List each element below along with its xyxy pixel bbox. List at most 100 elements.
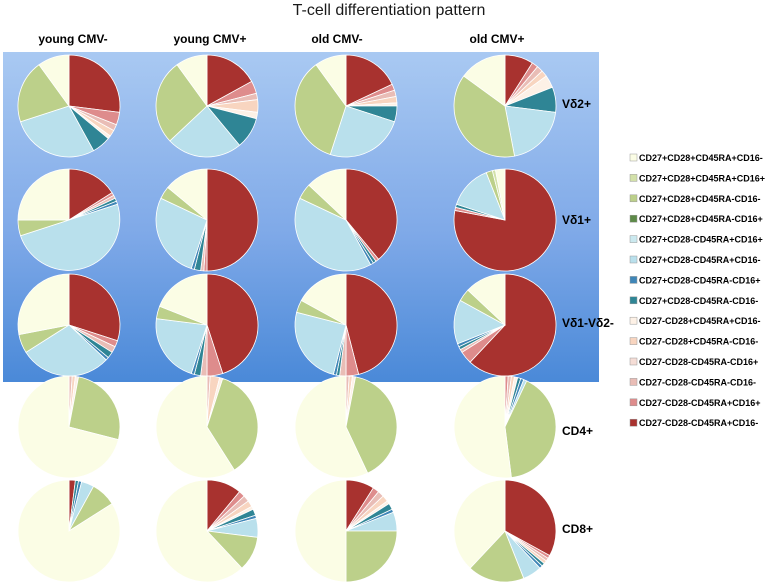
pie-slice-cd27-cd28-cd45ra-poscd16 bbox=[206, 168, 259, 272]
pie-slice-cd27-poscd28-poscd45ra-poscd16 bbox=[300, 273, 347, 326]
pie-slice-cd27-poscd28-poscd45ra-poscd16 bbox=[155, 479, 243, 583]
pie-vd1-vd2-old-cmv-pos bbox=[453, 273, 557, 377]
pie-vd1-vd2-young-cmv bbox=[17, 273, 121, 377]
legend-label: CD27-CD28-CD45RA+CD16+ bbox=[639, 398, 761, 408]
pie-vd1-pos-old-cmv-pos bbox=[453, 168, 557, 272]
pie-slice-cd27-poscd28-poscd45ra-cd16 bbox=[68, 376, 121, 441]
pie-cd8-pos-young-cmv-pos bbox=[155, 479, 259, 583]
pie-slice-cd27-poscd28-poscd45ra-poscd16 bbox=[463, 54, 506, 107]
pie-slice-cd27-cd28-cd45ra-poscd16 bbox=[206, 54, 253, 107]
pie-slice-cd27-poscd28-poscd45ra-cd16 bbox=[504, 380, 557, 479]
legend-label: CD27+CD28-CD45RA-CD16+ bbox=[639, 275, 761, 285]
chart-title: T-cell differentiation pattern bbox=[293, 2, 486, 19]
legend-label: CD27-CD28-CD45RA-CD16- bbox=[639, 377, 756, 387]
row-label-vd2: Vδ2+ bbox=[562, 97, 591, 111]
pie-slice-cd27-poscd28-cd45ra-poscd16 bbox=[155, 318, 208, 375]
pie-slice-cd27-poscd28-poscd45ra-poscd16 bbox=[453, 479, 506, 569]
pie-slice-cd27-cd28-cd45ra-poscd16 bbox=[68, 168, 113, 221]
pie-slice-cd27-cd28-cd45ra-poscd16 bbox=[504, 479, 557, 557]
legend-label: CD27-CD28-CD45RA+CD16- bbox=[639, 418, 758, 428]
pie-vd1-vd2-old-cmv bbox=[294, 273, 398, 377]
pie-slice-cd27-cd28-cd45ra-poscd16 bbox=[345, 273, 398, 375]
pie-slice-cd27-cd28-cd45ra-poscd16 bbox=[68, 273, 121, 342]
pie-slice-cd27-poscd28-poscd45ra-poscd16 bbox=[315, 54, 347, 108]
pie-slice-cd27-poscd28-poscd45ra-cd16 bbox=[155, 64, 208, 142]
pie-cd4-pos-old-cmv-pos bbox=[453, 375, 557, 479]
legend-label: CD27+CD28+CD45RA+CD16+ bbox=[639, 173, 765, 183]
row-label-vd1-vd2-neg: Vδ1-Vδ2- bbox=[562, 316, 614, 330]
pie-slice-cd27-cd28-cd45ra-poscd16 bbox=[68, 54, 121, 113]
pie-slice-cd27-poscd28-cd45ra-poscd16 bbox=[25, 324, 107, 377]
pie-cd8-pos-young-cmv bbox=[17, 479, 121, 583]
legend-swatch bbox=[629, 357, 638, 366]
pie-vd2-pos-old-cmv-pos bbox=[453, 54, 557, 158]
legend-label: CD27-CD28+CD45RA-CD16- bbox=[639, 337, 758, 347]
pie-cd4-pos-young-cmv-pos bbox=[155, 375, 259, 479]
pie-slice-cd27-poscd28-poscd45ra-poscd16 bbox=[167, 168, 208, 221]
pie-slice-cd27-poscd28-poscd45ra-cd16 bbox=[469, 530, 525, 583]
pie-slice-cd27-poscd28-poscd45ra-poscd16 bbox=[159, 273, 208, 326]
legend-swatch bbox=[629, 398, 638, 407]
legend-swatch bbox=[629, 418, 638, 427]
pie-grid bbox=[17, 54, 557, 583]
legend-label: CD27+CD28-CD45RA+CD16+ bbox=[639, 235, 763, 245]
pie-vd1-vd2-young-cmv-pos bbox=[155, 273, 259, 377]
legend-swatch bbox=[629, 235, 638, 243]
pie-vd2-pos-old-cmv bbox=[294, 54, 398, 158]
pie-slice-cd27-poscd28-poscd45ra-poscd16 bbox=[453, 375, 512, 479]
pie-slice-cd27-cd28-cd45ra-poscd16 bbox=[345, 54, 393, 107]
pie-slice-cd27-poscd28-poscd45ra-poscd16 bbox=[17, 168, 70, 221]
pie-slice-cd27-poscd28-poscd45ra-poscd16 bbox=[176, 54, 208, 108]
pie-slice-cd27-cd28-cd45ra-poscd16 bbox=[469, 273, 557, 377]
pie-slice-cd27-poscd28-poscd45ra-poscd16 bbox=[294, 375, 369, 479]
legend-swatch bbox=[629, 174, 638, 182]
pie-slice-cd27-poscd28-cd45ra-poscd16 bbox=[19, 203, 121, 271]
legend-label: CD27+CD28+CD45RA+CD16- bbox=[639, 153, 763, 163]
pie-vd1-pos-old-cmv bbox=[294, 168, 398, 272]
legend-label: CD27+CD28+CD45RA-CD16- bbox=[639, 194, 761, 204]
pie-slice-cd27-poscd28-cd45ra-poscd16 bbox=[19, 105, 95, 158]
column-header-old-cmv-neg: old CMV- bbox=[311, 32, 362, 46]
pie-cd4-pos-old-cmv bbox=[294, 375, 398, 479]
row-label-vd1: Vδ1+ bbox=[562, 213, 591, 227]
pie-cd8-pos-old-cmv-pos bbox=[453, 479, 557, 583]
pie-slice-cd27-poscd28-poscd45ra-poscd16 bbox=[17, 273, 70, 336]
legend-swatch bbox=[629, 194, 638, 203]
pie-vd1-pos-young-cmv-pos bbox=[155, 168, 259, 272]
pie-vd1-pos-young-cmv bbox=[17, 168, 121, 271]
legend-swatch bbox=[629, 337, 638, 345]
pie-cd8-pos-old-cmv bbox=[294, 479, 398, 583]
legend-label: CD27+CD28+CD45RA-CD16+ bbox=[639, 214, 763, 224]
legend-swatch bbox=[629, 214, 638, 223]
legend-swatch bbox=[629, 296, 638, 305]
legend-swatch bbox=[629, 276, 638, 284]
legend-label: CD27-CD28-CD45RA-CD16+ bbox=[639, 357, 758, 367]
pie-slice-cd27-poscd28-cd45ra-poscd16 bbox=[294, 197, 372, 272]
legend-label: CD27+CD28-CD45RA-CD16- bbox=[639, 296, 758, 306]
pie-slice-cd27-poscd28-poscd45ra-poscd16 bbox=[17, 479, 121, 583]
row-label-cd8: CD8+ bbox=[562, 522, 593, 536]
pie-slice-cd27-poscd28-cd45ra-poscd16 bbox=[504, 105, 557, 157]
pie-slice-cd27-poscd28-poscd45ra-poscd16 bbox=[494, 168, 506, 221]
row-label-cd4: CD4+ bbox=[562, 424, 593, 438]
pie-slice-cd27-poscd28-poscd45ra-cd16 bbox=[17, 64, 70, 123]
pie-slice-cd27-poscd28-poscd45ra-poscd16 bbox=[308, 168, 347, 221]
pie-slice-cd27-poscd28-poscd45ra-poscd16 bbox=[17, 375, 119, 479]
pie-slice-cd27-poscd28-poscd45ra-poscd16 bbox=[155, 375, 235, 479]
pie-slice-cd27-poscd28-cd45ra-poscd16 bbox=[329, 105, 396, 158]
pie-slice-cd27-poscd28-poscd45ra-cd16 bbox=[294, 64, 347, 156]
legend-swatch bbox=[629, 316, 638, 325]
pie-slice-cd27-poscd28-poscd45ra-cd16 bbox=[345, 376, 398, 474]
pie-slice-cd27-poscd28-poscd45ra-cd16 bbox=[345, 530, 398, 583]
pie-slice-cd27-poscd28-cd45ra-poscd16 bbox=[294, 311, 347, 375]
column-header-young-cmv-pos: young CMV+ bbox=[173, 32, 246, 46]
pie-vd2-pos-young-cmv bbox=[17, 54, 121, 158]
pie-slice-cd27-poscd28-cd45ra-poscd16 bbox=[169, 105, 241, 158]
pie-slice-cd27-cd28-cd45ra-poscd16 bbox=[345, 168, 398, 260]
pie-slice-cd27-cd28-cd45ra-poscd16 bbox=[206, 273, 259, 375]
pie-slice-cd27-poscd28-poscd45ra-poscd16 bbox=[467, 273, 506, 326]
pie-cd4-pos-young-cmv bbox=[17, 375, 121, 479]
legend-swatch bbox=[629, 255, 638, 264]
column-header-young-cmv-neg: young CMV- bbox=[38, 32, 107, 46]
